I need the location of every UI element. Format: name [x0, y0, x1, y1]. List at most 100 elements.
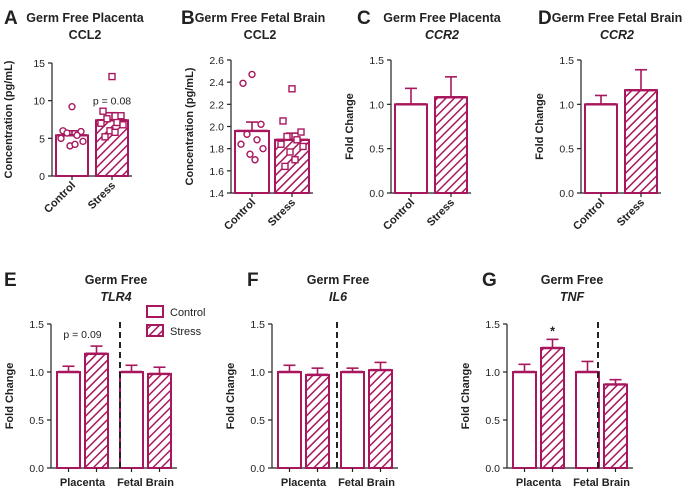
data-point	[279, 117, 287, 125]
panel-subtitle: TLR4	[100, 290, 131, 304]
bar-stress-placenta	[305, 373, 330, 470]
panel-letter: A	[4, 8, 18, 29]
panel-g: G Germ Free TNF 0.0 0.5 1.0 1.5 Fold Change Plac…	[460, 270, 633, 489]
panel-subtitle: CCR2	[425, 28, 459, 42]
panel-subtitle: CCL2	[69, 28, 102, 42]
y-tick-label: 1.0	[559, 99, 574, 111]
bar-control	[584, 103, 618, 194]
y-tick-label: 0.5	[250, 415, 265, 427]
y-tick-label: 15	[33, 58, 45, 70]
p-value-annotation: p = 0.09	[63, 329, 101, 341]
data-point	[253, 136, 261, 144]
panel-letter: E	[4, 270, 17, 291]
x-category-label: Stress	[425, 197, 457, 229]
bar-control-placenta	[512, 371, 537, 469]
x-category-label: Fetal Brain	[338, 477, 395, 489]
panel-title: Germ Free Placenta	[26, 11, 144, 25]
x-category-label: Placenta	[516, 477, 562, 489]
data-point	[283, 132, 291, 141]
panel-letter: F	[247, 270, 259, 291]
y-tick-label: 1.5	[29, 319, 44, 331]
data-point	[286, 148, 294, 156]
data-point	[248, 70, 256, 79]
bar-stress	[434, 96, 468, 194]
panel-title: Germ Free Fetal Brain	[195, 11, 326, 25]
data-point	[117, 112, 125, 120]
y-tick-label: 1.0	[369, 99, 384, 111]
data-point	[246, 150, 254, 158]
y-axis-label: Fold Change	[225, 363, 237, 430]
panel-a: A Germ Free Placenta CCL2 0 5 10 15 Concentrati…	[3, 8, 145, 216]
x-category-label: Fetal Brain	[573, 477, 630, 489]
data-point	[101, 133, 109, 141]
bar-control-fetal-brain	[340, 371, 365, 469]
y-tick-label: 0.0	[250, 463, 265, 475]
data-point	[108, 72, 116, 81]
data-point	[277, 140, 285, 148]
y-tick-label: 1.5	[485, 319, 500, 331]
legend-label-control: Control	[170, 307, 205, 319]
bar-stress-fetal-brain	[603, 383, 628, 470]
data-point	[251, 156, 259, 164]
legend: Control Stress	[146, 305, 205, 338]
bar-control	[234, 129, 270, 194]
y-tick-label: 1.8	[209, 144, 224, 156]
x-category-label: Control	[42, 180, 78, 216]
bar-control-fetal-brain	[575, 371, 600, 469]
x-category-label: Control	[381, 197, 417, 233]
panel-title: Germ Free	[541, 273, 604, 287]
y-tick-label: 0.0	[485, 463, 500, 475]
x-category-label: Fetal Brain	[117, 477, 174, 489]
data-point	[71, 140, 79, 149]
data-point	[79, 137, 87, 146]
panel-title: Germ Free	[85, 273, 148, 287]
panel-subtitle: TNF	[560, 290, 585, 304]
panel-b: B Germ Free Fetal Brain CCL2 1.4 1.6 1.8 2.0 2.…	[181, 8, 325, 233]
data-point	[237, 140, 245, 148]
x-category-label: Control	[222, 197, 258, 233]
y-tick-label: 0.5	[29, 415, 44, 427]
y-tick-label: 0.0	[559, 188, 574, 200]
panel-d: D Germ Free Fetal Brain CCR2 0.0 0.5 1.0 1.5 Fo…	[534, 8, 682, 233]
data-point	[281, 162, 289, 171]
data-point	[299, 142, 307, 151]
x-category-label: Stress	[615, 197, 647, 229]
y-axis-label: Fold Change	[4, 363, 16, 430]
panel-letter: D	[538, 8, 552, 29]
data-point	[239, 79, 247, 87]
data-point	[73, 131, 81, 140]
data-point	[288, 85, 296, 93]
bar-stress	[624, 89, 658, 194]
bar-control	[394, 103, 428, 194]
panel-f: F Germ Free IL6 0.0 0.5 1.0 1.5 Fold Change Plac…	[225, 270, 398, 489]
data-point	[259, 144, 267, 153]
y-tick-label: 0.0	[29, 463, 44, 475]
panel-subtitle: CCL2	[244, 28, 277, 42]
y-tick-label: 2.4	[209, 77, 224, 89]
y-tick-label: 1.0	[485, 367, 500, 379]
y-tick-label: 0.5	[559, 144, 574, 156]
legend-swatch-stress	[146, 324, 164, 337]
y-tick-label: 10	[33, 96, 45, 108]
panel-c: C Germ Free Placenta CCR2 0.0 0.5 1.0 1.5 Fold …	[344, 8, 502, 233]
y-axis-label: Concentration (pg/mL)	[3, 60, 15, 178]
bar-stress-placenta	[540, 347, 565, 469]
y-axis-label: Fold Change	[344, 93, 356, 160]
p-value-annotation: p = 0.08	[93, 96, 131, 108]
y-tick-label: 2.2	[209, 99, 224, 111]
data-point	[297, 128, 305, 136]
data-point	[113, 118, 121, 127]
x-category-label: Placenta	[60, 477, 106, 489]
x-category-label: Stress	[86, 180, 118, 212]
panel-subtitle: CCR2	[600, 28, 634, 42]
data-point	[291, 156, 299, 164]
data-point	[257, 120, 265, 128]
data-point	[99, 107, 107, 115]
y-axis-label: Concentration (pg/mL)	[184, 67, 196, 185]
significance-star: *	[550, 324, 555, 338]
y-tick-label: 1.5	[250, 319, 265, 331]
x-category-label: Control	[571, 197, 607, 233]
y-tick-label: 0.0	[369, 188, 384, 200]
x-category-label: Stress	[266, 197, 298, 229]
